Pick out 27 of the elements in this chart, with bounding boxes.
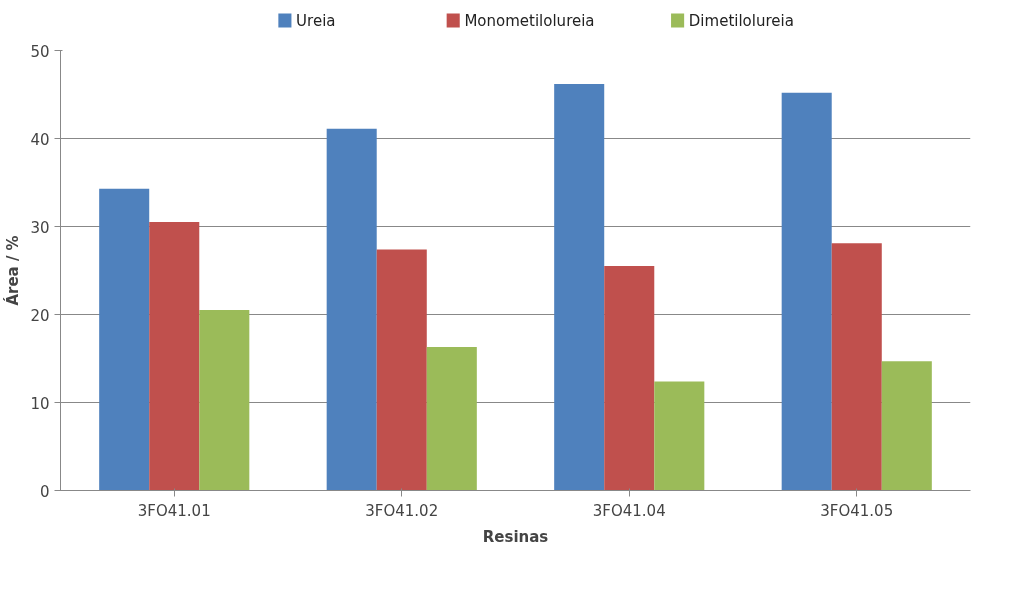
x-tick-label: 3FO41.05 bbox=[820, 501, 894, 520]
bar bbox=[199, 310, 250, 491]
bar bbox=[426, 347, 477, 491]
x-tick-label: 3FO41.02 bbox=[365, 501, 439, 520]
bar bbox=[554, 83, 605, 491]
y-axis-title: Área / % bbox=[3, 235, 23, 306]
bar bbox=[99, 188, 150, 491]
y-tick-label: 20 bbox=[30, 306, 50, 325]
legend-label: Dimetilolureia bbox=[688, 11, 794, 30]
bar bbox=[831, 243, 882, 491]
bar bbox=[781, 92, 832, 491]
y-tick-label: 0 bbox=[39, 482, 50, 501]
x-axis-title: Resinas bbox=[482, 527, 549, 546]
y-tick-label: 10 bbox=[30, 394, 50, 413]
bar bbox=[376, 249, 427, 491]
bar bbox=[654, 381, 705, 491]
legend-label: Monometilolureia bbox=[464, 11, 595, 30]
x-tick-label: 3FO41.01 bbox=[137, 501, 211, 520]
x-tick-label: 3FO41.04 bbox=[592, 501, 666, 520]
bar bbox=[326, 128, 377, 491]
y-tick-label: 40 bbox=[30, 130, 50, 149]
bar bbox=[604, 266, 655, 491]
y-tick-label: 50 bbox=[30, 42, 50, 61]
legend-label: Ureia bbox=[296, 11, 336, 30]
bar bbox=[881, 361, 932, 491]
y-tick-label: 30 bbox=[30, 218, 50, 237]
bar bbox=[149, 222, 200, 491]
